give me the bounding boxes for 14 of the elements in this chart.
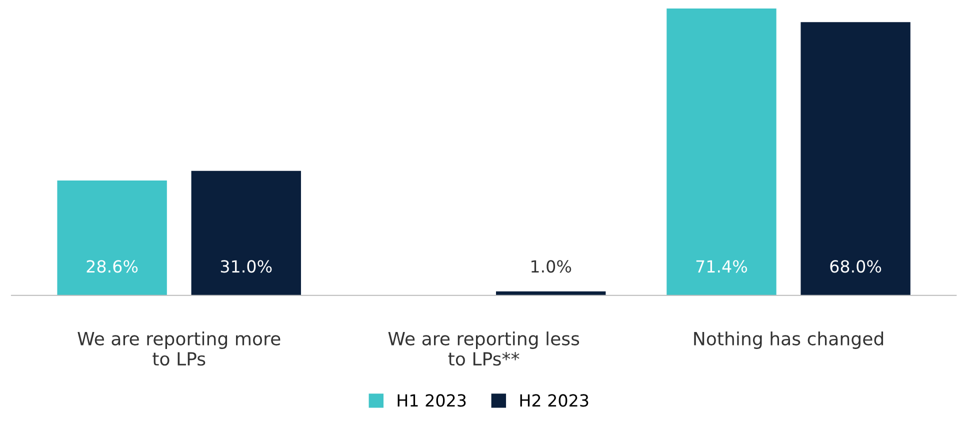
data-label: 68.0% xyxy=(830,260,882,273)
data-label: 1.0% xyxy=(532,260,572,273)
data-label: 28.6% xyxy=(86,260,138,273)
data-label: 71.4% xyxy=(696,260,748,273)
bar xyxy=(57,180,167,296)
bar xyxy=(191,170,301,296)
x-tick-label: Nothing has changed xyxy=(694,331,884,349)
bar xyxy=(666,8,776,296)
bar xyxy=(800,22,910,296)
x-tick-label: We are reporting less to LPs** xyxy=(388,331,580,366)
legend-label: H2 2023 xyxy=(520,394,588,407)
x-tick-label: We are reporting more to LPs xyxy=(78,331,280,366)
legend-label: H1 2023 xyxy=(398,394,466,407)
data-label: 31.0% xyxy=(220,260,272,273)
